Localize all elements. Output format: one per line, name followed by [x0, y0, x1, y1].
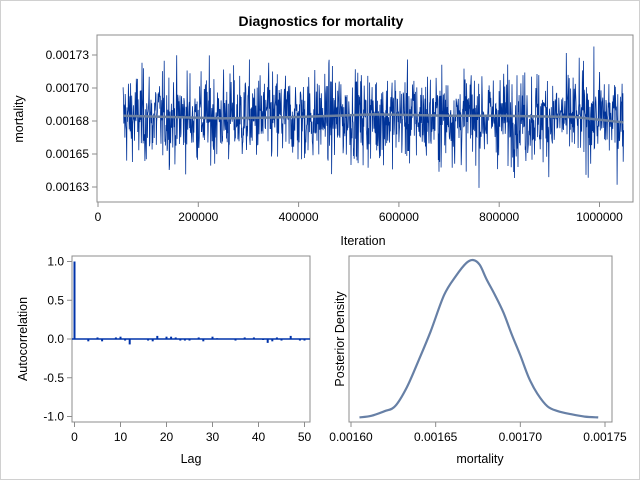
- y-tick-label: 0.00173: [46, 48, 90, 62]
- autocorrelation-plot: 0 10 20 30 40 50 1.0 0.5 0.0 -0.5 -1.0 Lag Autocor…: [16, 255, 311, 467]
- trace-series: [122, 46, 624, 188]
- x-tick-label: 0.00165: [414, 430, 458, 444]
- acf-bar: [147, 339, 150, 341]
- x-tick-label: 30: [206, 430, 220, 444]
- x-tick-label: 0.00170: [499, 430, 543, 444]
- trace-x-label: Iteration: [340, 234, 385, 248]
- density-plot: 0.00160 0.00165 0.00170 0.00175 mortality P…: [329, 255, 627, 466]
- y-tick-label: -1.0: [43, 410, 64, 424]
- x-tick-label: 600000: [379, 210, 419, 224]
- x-tick-label: 10: [114, 430, 128, 444]
- acf-bar: [87, 339, 90, 342]
- acf-y-label: Autocorrelation: [16, 297, 30, 381]
- acf-bar: [151, 339, 154, 342]
- acf-bar: [271, 339, 274, 342]
- acf-bar: [298, 339, 301, 341]
- x-tick-label: 0.00175: [583, 430, 627, 444]
- acf-bar: [262, 339, 265, 340]
- x-tick-label: 0: [95, 210, 102, 224]
- acf-bar: [266, 339, 269, 343]
- acf-bar: [197, 337, 200, 339]
- acf-bar: [234, 339, 237, 341]
- density-y-label: Posterior Density: [333, 291, 347, 387]
- trace-plot: 0 200000 400000 600000 800000 1000000 0.00173 0…: [12, 34, 634, 248]
- density-frame: [348, 255, 613, 423]
- x-tick-label: 800000: [479, 210, 519, 224]
- acf-bar: [275, 337, 278, 339]
- density-x-label: mortality: [456, 452, 504, 466]
- y-tick-label: 0.00168: [46, 114, 90, 128]
- y-tick-label: -0.5: [43, 371, 64, 385]
- acf-bar: [156, 335, 159, 339]
- acf-bar: [170, 336, 173, 339]
- x-tick-label: 0: [71, 430, 78, 444]
- acf-bar: [114, 337, 117, 339]
- x-tick-label: 20: [160, 430, 174, 444]
- acf-bar: [96, 337, 99, 339]
- acf-bar: [165, 336, 168, 339]
- chart-title: Diagnostics for mortality: [239, 13, 404, 29]
- density-curve: [359, 258, 599, 419]
- x-tick-label: 50: [298, 430, 312, 444]
- acf-bar: [73, 261, 76, 339]
- acf-bar: [289, 335, 292, 339]
- acf-bar: [174, 337, 177, 339]
- acf-bar: [101, 339, 104, 342]
- acf-ticks: 0 10 20 30 40 50 1.0 0.5 0.0 -0.5 -1.0: [43, 255, 311, 445]
- x-tick-label: 1000000: [576, 210, 623, 224]
- x-tick-label: 40: [252, 430, 266, 444]
- y-tick-label: 0.0: [47, 332, 64, 346]
- x-tick-label: 200000: [178, 210, 218, 224]
- acf-bar: [188, 339, 191, 341]
- y-tick-label: 0.00170: [46, 81, 90, 95]
- acf-bar: [183, 339, 186, 341]
- acf-bar: [252, 337, 255, 339]
- acf-bar: [243, 337, 246, 339]
- trace-ticks: 0 200000 400000 600000 800000 1000000 0.00173 0…: [46, 48, 624, 224]
- y-tick-label: 0.5: [47, 293, 64, 307]
- y-tick-label: 0.00163: [46, 180, 90, 194]
- acf-bar: [303, 339, 306, 341]
- x-tick-label: 400000: [279, 210, 319, 224]
- trace-frame: [96, 34, 634, 203]
- acf-bar: [216, 338, 219, 340]
- trace-line: [122, 46, 624, 188]
- acf-bar: [124, 339, 127, 341]
- y-tick-label: 1.0: [47, 255, 64, 269]
- trace-smooth-line: [123, 113, 624, 124]
- trace-y-label: mortality: [12, 95, 26, 143]
- acf-bar: [211, 336, 214, 339]
- x-tick-label: 0.00160: [329, 430, 373, 444]
- density-ticks: 0.00160 0.00165 0.00170 0.00175: [329, 422, 627, 444]
- acf-bars: [72, 261, 310, 345]
- acf-bar: [202, 339, 205, 342]
- acf-bar: [119, 336, 122, 339]
- acf-bar: [280, 339, 283, 341]
- acf-x-label: Lag: [181, 452, 202, 466]
- y-tick-label: 0.00165: [46, 147, 90, 161]
- acf-bar: [179, 339, 182, 341]
- acf-bar: [128, 339, 131, 345]
